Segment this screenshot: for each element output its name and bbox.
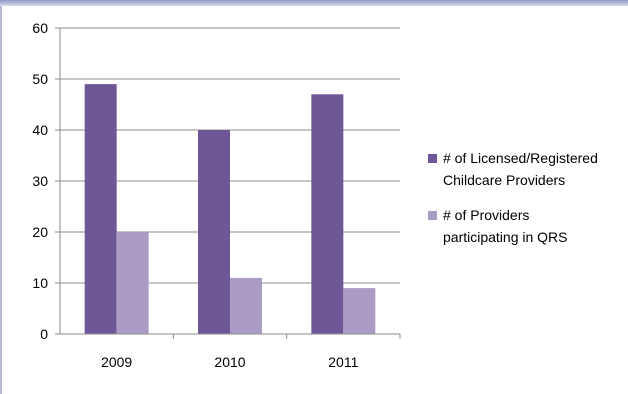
- left-border-strip: [0, 6, 2, 394]
- axes: [55, 27, 401, 339]
- legend-label-series-2: # of Providers: [443, 207, 529, 223]
- bar-2010-series-1: [198, 130, 230, 334]
- y-tick-label: 40: [32, 122, 48, 138]
- y-tick-label: 60: [32, 20, 48, 36]
- y-tick-label: 0: [40, 326, 48, 342]
- x-tick-label: 2011: [328, 354, 358, 370]
- y-tick-label: 50: [32, 71, 48, 87]
- bar-2011-series-1: [311, 94, 344, 334]
- bars: [84, 84, 376, 334]
- tick-labels: 0 10 20 30 40 50 60 2009 2010 2011: [32, 20, 358, 370]
- legend-label-series-1: # of Licensed/Registered: [443, 150, 598, 166]
- bar-2009-series-1: [84, 84, 117, 334]
- legend-label-series-2: participating in QRS: [443, 229, 568, 245]
- x-tick-label: 2009: [101, 354, 132, 370]
- x-tick-label: 2010: [214, 354, 245, 370]
- y-tick-label: 30: [32, 173, 48, 189]
- y-tick-label: 10: [32, 275, 48, 291]
- top-border-strip: [0, 0, 628, 6]
- legend-swatch-series-1: [428, 154, 437, 163]
- legend-label-series-1: Childcare Providers: [443, 172, 565, 188]
- bar-2011-series-2: [343, 288, 376, 334]
- y-tick-label: 20: [32, 224, 48, 240]
- bar-2010-series-2: [230, 277, 262, 334]
- legend-swatch-series-2: [428, 211, 437, 220]
- legend: # of Licensed/Registered Childcare Provid…: [428, 150, 598, 245]
- bar-2009-series-2: [116, 232, 149, 334]
